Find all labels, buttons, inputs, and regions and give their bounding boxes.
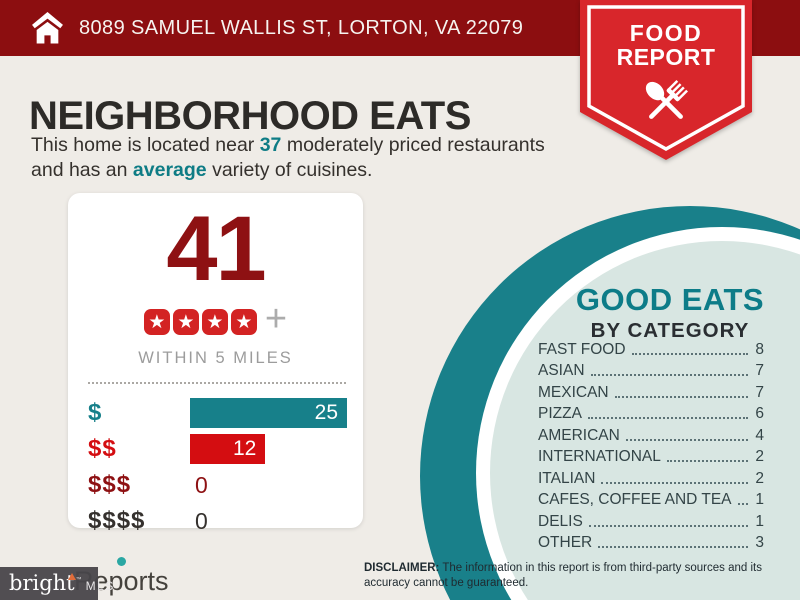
- ribbon-graphic: FOOD REPORT: [580, 0, 752, 160]
- summary-card: 41 ★ ★ ★ ★ + WITHIN 5 MILES $ 25 $$ 12: [68, 193, 363, 534]
- star-icon: ★: [143, 308, 170, 335]
- radius-subtitle: WITHIN 5 MILES: [138, 349, 293, 367]
- address-text: 8089 SAMUEL WALLIS ST, LORTON, VA 22079: [79, 16, 524, 39]
- category-row: FAST FOOD 8: [538, 340, 764, 358]
- category-row: CAFES, COFFEE AND TEA 1: [538, 491, 764, 508]
- price-tier-label: $$$$: [88, 507, 146, 534]
- price-tier-value: 12: [233, 437, 257, 460]
- variety-highlight: average: [132, 158, 207, 181]
- intro-text: This home is located near 37 moderately …: [31, 134, 545, 181]
- restaurant-total: 41: [166, 198, 266, 300]
- category-row: MEXICAN 7: [538, 383, 764, 401]
- price-tier-bar: 25: [190, 398, 347, 428]
- price-tier-value: 0: [195, 507, 208, 534]
- category-list: FAST FOOD 8 ASIAN 7 MEXICAN 7 PIZZA 6 AMERIC…: [538, 337, 764, 552]
- dot-leader: [590, 374, 748, 376]
- category-row: PIZZA 6: [538, 405, 764, 422]
- disclaimer-text: DISCLAIMER: The information in this repo…: [364, 562, 762, 590]
- star-icon: ★: [172, 308, 199, 335]
- page-title: NEIGHBORHOOD EATS: [29, 94, 471, 138]
- price-tier-row: $ 25: [88, 398, 347, 428]
- price-tier-label: $$: [88, 435, 117, 462]
- dot-leader: [625, 438, 748, 441]
- logo-mls-text: MLS: [85, 579, 115, 593]
- category-row: ASIAN 7: [538, 362, 764, 379]
- dot-leader: [588, 524, 748, 527]
- dot-leader: [614, 395, 748, 398]
- price-tier-label: $$$: [88, 471, 132, 498]
- price-tier-track: 0: [190, 506, 347, 536]
- price-tier-bar: 12: [190, 434, 266, 464]
- trademark-symbol: ™: [75, 577, 82, 583]
- category-row: INTERNATIONAL 2: [538, 448, 764, 465]
- food-report-ribbon: FOOD REPORT: [580, 0, 752, 168]
- plus-sign: +: [264, 298, 288, 340]
- divider: [88, 382, 346, 384]
- price-tier-row: $$$$ 0: [88, 506, 347, 536]
- dot-leader: [737, 503, 748, 505]
- price-tier-row: $$ 12: [88, 434, 347, 464]
- price-tier-row: $$$ 0: [88, 470, 347, 500]
- utensils-crossed-icon: [645, 79, 688, 119]
- price-tier-track: 25: [190, 398, 347, 428]
- star-rating: ★ ★ ★ ★: [143, 308, 257, 335]
- star-icon: ★: [201, 308, 228, 335]
- price-tier-value: 0: [195, 471, 208, 498]
- price-tier-chart: $ 25 $$ 12 $$$ 0: [68, 398, 363, 536]
- logo-arrow-icon: [67, 573, 76, 580]
- dot-leader: [631, 352, 748, 355]
- home-icon: [32, 12, 63, 44]
- good-eats-heading: GOOD EATS BY CATEGORY: [530, 282, 800, 343]
- price-tier-track: 0: [190, 470, 347, 500]
- dot-leader: [666, 460, 748, 462]
- dot-leader: [601, 481, 748, 484]
- price-tier-track: 12: [190, 434, 347, 464]
- dot-leader: [587, 417, 748, 419]
- dot-leader: [598, 546, 748, 548]
- rating-row: ★ ★ ★ ★ +: [68, 298, 363, 343]
- teal-dot-icon: [117, 557, 126, 566]
- price-tier-label: $: [88, 399, 103, 426]
- restaurant-count-inline: 37: [259, 134, 282, 156]
- category-row: DELIS 1: [538, 512, 764, 530]
- category-row: ITALIAN 2: [538, 469, 764, 487]
- logo-wordmark: bright: [9, 571, 76, 595]
- good-eats-subtitle: BY CATEGORY: [590, 319, 750, 342]
- ribbon-line1: FOOD: [630, 20, 702, 46]
- good-eats-title: GOOD EATS: [575, 282, 765, 317]
- category-row: OTHER 3: [538, 534, 764, 551]
- ribbon-line2: REPORT: [617, 44, 716, 70]
- bright-mls-logo: bright ™ MLS: [0, 567, 113, 600]
- category-row: AMERICAN 4: [538, 426, 764, 444]
- price-tier-value: 25: [314, 401, 338, 424]
- star-icon: ★: [230, 308, 257, 335]
